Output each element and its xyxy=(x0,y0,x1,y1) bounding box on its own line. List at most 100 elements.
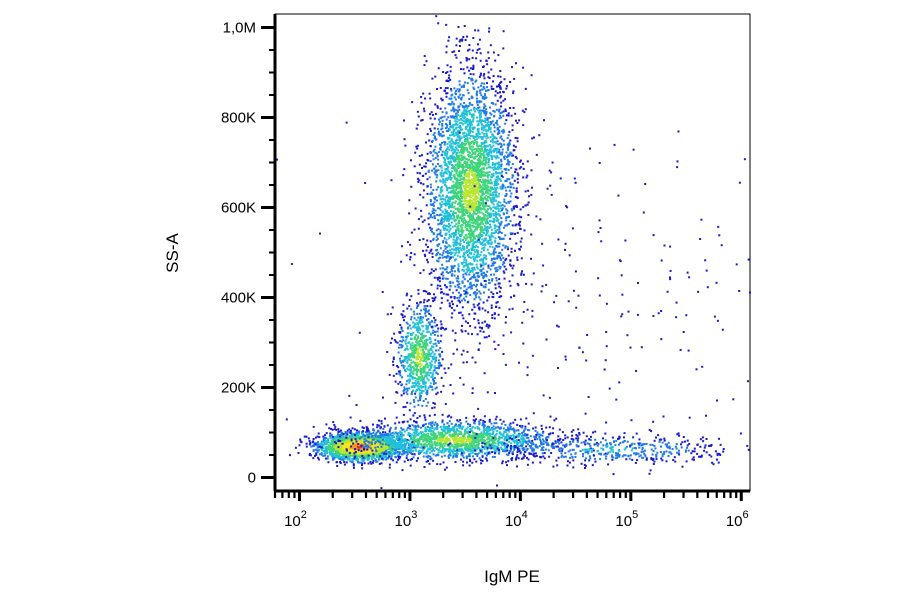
data-point xyxy=(403,442,406,445)
data-point xyxy=(541,431,544,434)
data-point xyxy=(471,153,474,156)
data-point xyxy=(599,458,602,461)
data-point xyxy=(439,445,442,448)
data-point xyxy=(423,437,426,440)
data-point xyxy=(331,447,334,450)
data-point xyxy=(588,459,591,462)
data-point xyxy=(483,447,486,450)
data-point xyxy=(716,452,719,455)
data-point xyxy=(402,438,405,441)
data-point xyxy=(383,434,386,437)
data-point xyxy=(456,452,459,455)
data-point xyxy=(495,207,498,210)
data-point xyxy=(379,454,382,456)
data-point xyxy=(478,420,481,423)
data-point xyxy=(361,454,364,457)
data-point xyxy=(400,438,403,441)
data-point xyxy=(575,433,578,436)
data-point xyxy=(507,436,510,439)
data-point xyxy=(348,445,350,448)
data-point xyxy=(387,440,390,443)
data-point xyxy=(678,434,681,437)
data-point xyxy=(308,452,311,455)
data-point xyxy=(372,429,375,431)
data-point xyxy=(343,463,346,466)
data-point xyxy=(533,448,536,451)
data-point xyxy=(491,427,494,429)
data-point xyxy=(441,419,444,422)
data-point xyxy=(436,434,439,437)
data-point xyxy=(352,442,355,445)
data-point xyxy=(364,434,366,437)
data-point xyxy=(571,455,574,458)
data-point xyxy=(407,433,410,436)
data-point xyxy=(371,447,374,450)
data-point xyxy=(516,451,519,454)
data-point xyxy=(488,418,491,421)
data-point xyxy=(561,447,564,450)
data-point xyxy=(552,427,555,430)
data-point xyxy=(495,257,498,260)
data-point xyxy=(663,439,666,442)
data-point xyxy=(411,437,414,440)
data-point xyxy=(371,445,374,447)
data-point xyxy=(378,440,380,443)
data-point xyxy=(450,210,452,213)
data-point xyxy=(474,246,477,248)
data-point xyxy=(426,435,429,437)
data-point xyxy=(402,448,404,450)
data-point xyxy=(528,429,531,432)
data-point xyxy=(525,445,528,448)
data-point xyxy=(600,447,603,450)
data-point xyxy=(357,434,360,437)
data-point xyxy=(340,439,343,442)
data-point xyxy=(495,157,498,160)
data-point xyxy=(422,448,425,451)
data-point xyxy=(644,449,646,452)
data-point xyxy=(335,442,338,445)
data-point xyxy=(440,435,443,438)
data-point xyxy=(358,442,361,445)
data-point xyxy=(508,141,511,144)
data-point xyxy=(437,186,440,189)
data-point xyxy=(523,438,526,441)
data-point xyxy=(403,430,406,433)
data-point xyxy=(329,432,332,435)
data-point xyxy=(486,448,489,451)
data-point xyxy=(408,444,411,447)
data-point xyxy=(692,458,695,461)
data-point xyxy=(463,84,465,87)
data-point xyxy=(433,132,436,135)
data-point xyxy=(703,446,706,449)
data-point xyxy=(298,444,301,447)
data-point xyxy=(378,419,380,422)
data-point xyxy=(344,446,347,449)
data-point xyxy=(332,450,335,453)
data-point xyxy=(534,429,537,432)
data-point xyxy=(666,443,669,446)
data-point xyxy=(424,428,427,431)
data-point xyxy=(474,445,477,447)
data-point xyxy=(477,447,480,449)
data-point xyxy=(464,443,467,446)
data-point xyxy=(316,449,319,452)
data-point xyxy=(640,444,643,447)
data-point xyxy=(318,436,321,439)
data-point xyxy=(530,233,533,236)
data-point xyxy=(489,225,492,228)
data-point xyxy=(415,446,418,449)
data-point xyxy=(375,443,378,446)
data-point xyxy=(462,438,465,441)
data-point xyxy=(438,443,441,446)
data-point xyxy=(387,448,390,451)
data-point xyxy=(379,433,382,436)
data-point xyxy=(344,438,347,441)
data-point xyxy=(509,107,512,109)
data-point xyxy=(415,425,418,428)
data-point xyxy=(490,87,493,90)
data-point xyxy=(458,436,461,439)
data-point xyxy=(406,439,409,441)
data-point xyxy=(360,444,363,447)
data-point xyxy=(571,448,574,451)
data-point xyxy=(450,422,453,425)
